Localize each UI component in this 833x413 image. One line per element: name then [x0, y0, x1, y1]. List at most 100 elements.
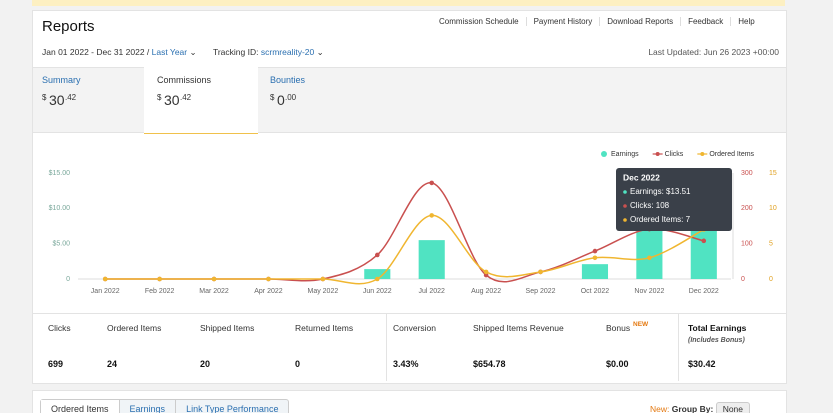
new-badge: New:	[650, 404, 670, 413]
x-tick-label: Sep 2022	[526, 288, 556, 295]
stat-label: Conversion	[393, 323, 436, 333]
stat-value: 24	[107, 359, 118, 369]
nav-bar: Commission Schedule Payment History Downlo…	[432, 17, 762, 26]
tab-currency: $	[270, 93, 275, 102]
active-tab	[144, 67, 258, 134]
x-tick-label: Dec 2022	[689, 288, 719, 295]
bar	[364, 269, 391, 279]
legend-label: Ordered Items	[709, 151, 754, 158]
bar	[636, 223, 663, 279]
stat-value: 699	[48, 359, 64, 369]
bottom-tab[interactable]: Ordered Items	[41, 400, 119, 413]
stat-label: Ordered Items	[107, 323, 162, 333]
point	[429, 213, 435, 218]
divider	[386, 313, 387, 381]
tab-amount: 30	[49, 92, 65, 108]
tab-label[interactable]: Commissions	[157, 75, 212, 85]
legend-swatch	[700, 152, 705, 156]
point	[538, 269, 543, 275]
nav-link[interactable]: Download Reports	[599, 17, 681, 26]
divider	[678, 313, 679, 381]
stat-label: Total Earnings	[688, 323, 747, 333]
tick-label: 15	[769, 170, 777, 177]
group-by-select[interactable]: None	[715, 402, 751, 413]
stat-value: 0	[295, 359, 301, 369]
period-dropdown[interactable]: Last Year	[151, 47, 188, 57]
point	[102, 276, 108, 282]
point	[374, 252, 380, 258]
point	[374, 276, 380, 282]
x-tick-label: Aug 2022	[471, 288, 501, 295]
date-range: Jan 01 2022 - Dec 31 2022 /	[42, 47, 150, 57]
stat-label: Bonus	[606, 323, 631, 333]
legend-swatch	[601, 151, 607, 157]
tick-label: 100	[741, 241, 753, 248]
x-tick-label: Jan 2022	[91, 288, 120, 295]
divider	[33, 313, 786, 314]
x-tick-label: Oct 2022	[581, 288, 610, 295]
last-updated: Last Updated: Jun 26 2023 +00:00	[648, 47, 779, 57]
tooltip-title: Dec 2022	[623, 172, 660, 182]
point	[157, 276, 162, 282]
stat-value: 3.43%	[393, 359, 419, 369]
bottom-tabs: Ordered Items Earnings Link Type Perform…	[40, 399, 290, 413]
tick-label: 0	[741, 276, 745, 283]
chart: 0 $5.00 $10.00 $15.00 0 100 200 300 0 5 10 15 Jan 20…	[49, 151, 777, 295]
tab-currency: $	[157, 93, 162, 102]
stat-value: $30.42	[688, 359, 716, 369]
tracking-label: Tracking ID:	[212, 47, 259, 57]
x-tick-label: May 2022	[308, 288, 339, 295]
tick-label: 10	[769, 205, 777, 212]
tooltip-box	[616, 168, 732, 231]
tooltip-dot	[623, 218, 627, 222]
stat-value: 20	[200, 359, 211, 369]
tooltip-line: Clicks: 108	[630, 201, 670, 210]
title: Reports	[42, 18, 95, 35]
tooltip-line: Earnings: $13.51	[630, 187, 691, 196]
tooltip-dot	[623, 204, 627, 208]
group-by-label: Group By:	[671, 404, 714, 413]
tab-fraction: .42	[180, 93, 192, 102]
nav-link[interactable]: Feedback	[680, 17, 731, 26]
tooltip-line: Ordered Items: 7	[630, 215, 691, 224]
bottom-tab[interactable]: Link Type Performance	[175, 400, 288, 413]
bottom-tab[interactable]: Earnings	[118, 400, 176, 413]
tick-label: 5	[769, 241, 773, 248]
filter-row: Jan 01 2022 - Dec 31 2022 / Last Year ⌄ …	[42, 47, 324, 57]
x-tick-label: Jun 2022	[363, 288, 392, 295]
point	[320, 276, 326, 282]
nav-link[interactable]: Payment History	[525, 17, 600, 26]
point	[483, 269, 489, 275]
line	[105, 182, 704, 283]
tab-amount: 30	[164, 92, 180, 108]
tooltip-dot	[623, 190, 627, 194]
bonus-badge: NEW	[633, 321, 649, 328]
point	[266, 276, 271, 282]
alert-strip	[32, 0, 785, 6]
stat-label: Shipped Items Revenue	[473, 323, 564, 333]
tab-fraction: .42	[65, 93, 77, 102]
stat-label: Clicks	[48, 323, 71, 333]
tick-label: 300	[741, 170, 753, 177]
tracking-dropdown[interactable]: scrmreality-20	[260, 47, 315, 57]
point	[647, 255, 652, 261]
tick-label: $5.00	[52, 241, 70, 248]
point	[592, 255, 598, 261]
tick-label: $10.00	[49, 205, 71, 212]
nav-link[interactable]: Commission Schedule	[439, 17, 519, 26]
tab-label[interactable]: Summary	[42, 75, 81, 85]
stat-value: $0.00	[606, 359, 629, 369]
point	[483, 272, 489, 278]
group-by: New: Group By: None	[650, 402, 751, 413]
tab-amount: 0	[277, 92, 285, 108]
tick-label: 0	[769, 276, 773, 283]
nav-link[interactable]: Help	[730, 17, 762, 26]
point	[429, 180, 435, 186]
bar	[581, 264, 609, 279]
tick-label: 0	[66, 276, 70, 283]
total-note: (Includes Bonus)	[688, 337, 745, 344]
stat-value: $654.78	[473, 359, 506, 369]
tab-label[interactable]: Bounties	[270, 75, 306, 85]
tab-fraction: .00	[285, 93, 297, 102]
legend-label: Earnings	[611, 151, 639, 158]
